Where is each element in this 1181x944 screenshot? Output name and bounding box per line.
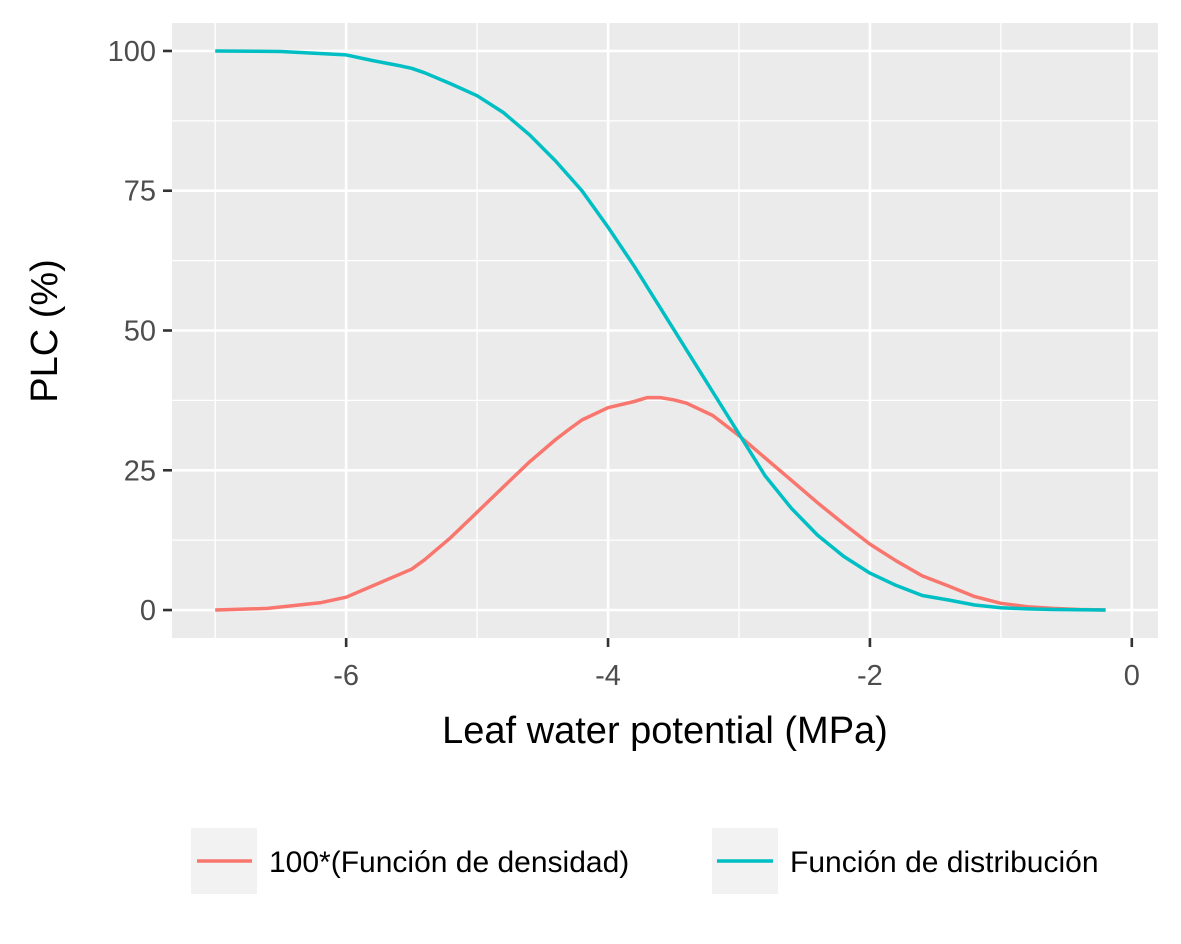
y-tick-label: 75 bbox=[124, 176, 156, 208]
x-tick-label: -4 bbox=[595, 660, 621, 692]
x-axis: -6 -4 -2 0 bbox=[333, 638, 1140, 692]
legend: 100*(Función de densidad) Función de dis… bbox=[191, 828, 1099, 894]
y-axis: 0 25 50 75 100 bbox=[108, 36, 172, 627]
y-tick-label: 100 bbox=[108, 36, 156, 68]
series-line-distribution bbox=[215, 49, 1106, 612]
legend-label-density: 100*(Función de densidad) bbox=[269, 846, 629, 879]
legend-label-distribution: Función de distribución bbox=[790, 846, 1099, 879]
major-gridlines bbox=[172, 23, 1158, 638]
y-axis-title: PLC (%) bbox=[24, 259, 66, 403]
series-line-density bbox=[215, 395, 1106, 612]
x-tick-label: 0 bbox=[1124, 660, 1140, 692]
y-tick-label: 50 bbox=[124, 316, 156, 348]
y-tick-label: 25 bbox=[124, 455, 156, 487]
series-lines bbox=[215, 49, 1106, 612]
x-tick-label: -2 bbox=[857, 660, 883, 692]
x-tick-label: -6 bbox=[333, 660, 359, 692]
x-axis-title: Leaf water potential (MPa) bbox=[442, 710, 888, 752]
y-tick-label: 0 bbox=[140, 595, 156, 627]
